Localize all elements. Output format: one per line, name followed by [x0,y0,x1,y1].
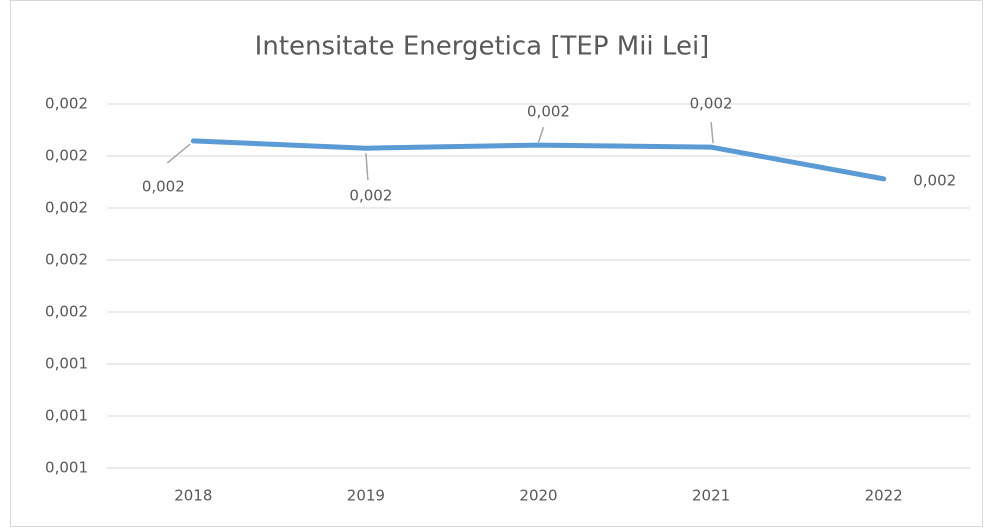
data-label: 0,002 [913,171,956,189]
x-tick-label: 2021 [692,487,730,505]
data-label: 0,002 [527,103,570,121]
leader-line [166,143,191,164]
x-tick-label: 2022 [865,487,903,505]
y-tick-label: 0,001 [45,459,88,477]
line-series [190,138,887,182]
y-tick-label: 0,001 [45,355,88,373]
y-tick-label: 0,001 [45,407,88,425]
x-tick-label: 2020 [519,487,557,505]
chart-frame [10,0,983,527]
x-tick-label: 2019 [347,487,385,505]
y-tick-label: 0,002 [45,303,88,321]
y-tick-label: 0,002 [45,95,88,113]
chart-title: Intensitate Energetica [TEP Mii Lei] [255,32,710,62]
leader-line [537,126,545,143]
leader-line [710,122,714,144]
data-label: 0,002 [142,177,185,195]
x-tick-label: 2018 [174,487,212,505]
y-tick-label: 0,002 [45,147,88,165]
data-label: 0,002 [349,187,392,205]
y-tick-label: 0,002 [45,251,88,269]
y-tick-label: 0,002 [45,199,88,217]
data-label: 0,002 [690,95,733,113]
leader-line [365,153,369,181]
